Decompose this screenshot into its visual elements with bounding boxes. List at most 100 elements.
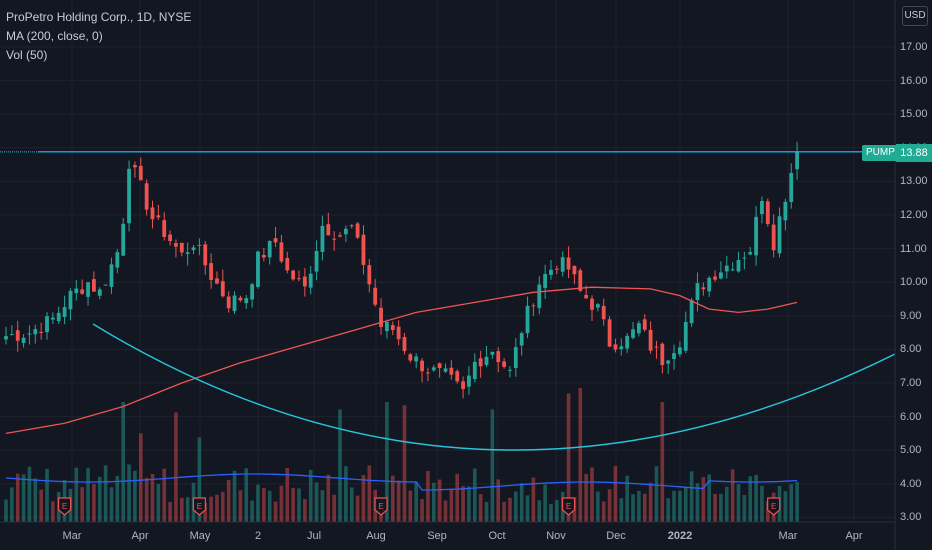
volume-bar — [285, 467, 290, 522]
candle-body — [238, 297, 243, 301]
price-tick-label: 16.00 — [900, 74, 928, 87]
price-tick-label: 17.00 — [900, 41, 928, 53]
volume-bar — [349, 487, 354, 522]
candle-body — [543, 274, 548, 288]
volume-bar — [642, 493, 647, 522]
rounding-bottom-arc — [92, 323, 896, 451]
candle-body — [724, 265, 729, 272]
volume-bar — [297, 488, 301, 522]
candle-body — [220, 281, 225, 297]
price-tick-label: 3.00 — [900, 511, 922, 524]
volume-bar — [742, 495, 747, 522]
candle-body — [496, 351, 501, 363]
candle-body — [215, 278, 219, 284]
price-tick-label: 12.00 — [900, 209, 928, 221]
legend-ma[interactable]: MA (200, close, 0) — [6, 29, 103, 43]
legend-title: ProPetro Holding Corp., 1D, NYSE — [6, 10, 192, 24]
candle-body — [467, 375, 471, 387]
candle-body — [420, 360, 424, 372]
candle-body — [414, 356, 419, 362]
candle-body — [472, 361, 477, 379]
volume-bar — [502, 501, 506, 522]
candle-body — [320, 225, 325, 252]
candle-body — [27, 333, 32, 335]
candle-body — [168, 234, 172, 241]
volume-bar — [689, 471, 694, 522]
candle-body — [308, 273, 313, 288]
volume-bar — [713, 493, 717, 522]
candle-body — [379, 307, 383, 327]
candle-body — [554, 268, 559, 270]
volume-bar — [660, 402, 665, 522]
volume-bar — [215, 494, 219, 522]
candle-body — [103, 284, 108, 286]
candle-body — [86, 282, 90, 297]
time-tick-label: Mar — [62, 530, 82, 542]
volume-bar — [308, 469, 313, 522]
volume-bar — [326, 474, 331, 522]
price-tick-label: 11.00 — [900, 242, 927, 255]
time-tick-label: May — [189, 530, 211, 542]
candle-body — [730, 269, 735, 271]
candle-body — [297, 278, 301, 280]
candle-body — [256, 251, 260, 287]
candle-body — [314, 250, 319, 272]
volume-bar — [496, 479, 501, 522]
volume-bar — [596, 491, 600, 522]
volume-bar — [613, 466, 618, 522]
time-tick-label: Oct — [488, 530, 506, 542]
time-tick-label: Dec — [606, 530, 626, 542]
candle-body — [4, 336, 8, 340]
time-tick-label: Sep — [427, 530, 447, 542]
volume-bar — [625, 475, 629, 522]
candle-body — [9, 334, 14, 336]
candle-body — [326, 224, 331, 236]
candle-body — [654, 346, 659, 348]
candle-body — [754, 216, 758, 256]
candle-body — [174, 243, 178, 247]
volume-bar — [666, 498, 670, 522]
candle-body — [795, 151, 799, 170]
candle-body — [461, 381, 465, 389]
candle-body — [232, 295, 237, 312]
candle-body — [191, 247, 196, 251]
candle-body — [209, 263, 213, 280]
volume-bar — [637, 490, 641, 522]
candle-body — [285, 257, 290, 271]
volume-bar — [795, 482, 799, 522]
candle-body — [625, 335, 630, 349]
candle-body — [396, 326, 401, 340]
volume-bar — [174, 412, 178, 522]
volume-bar — [672, 490, 676, 522]
earnings-marker-label: E — [62, 502, 67, 511]
volume-bar — [426, 470, 430, 522]
candle-body — [291, 270, 296, 280]
volume-bar — [390, 475, 395, 522]
candle-body — [502, 361, 506, 367]
volume-bar — [74, 467, 79, 522]
legend-vol[interactable]: Vol (50) — [6, 48, 48, 62]
candle-body — [426, 372, 430, 374]
earnings-marker — [58, 497, 72, 516]
volume-bar — [51, 501, 55, 522]
volume-bar — [33, 478, 38, 522]
volume-bar — [707, 474, 711, 522]
candle-body — [92, 279, 96, 292]
candle-body — [349, 225, 354, 227]
candle-body — [613, 344, 618, 350]
volume-bar — [86, 468, 90, 522]
price-tick-label: 15.00 — [900, 108, 928, 121]
volume-bar — [566, 393, 571, 522]
volume-bar — [601, 501, 606, 522]
volume-bar — [121, 402, 125, 522]
candle-body — [144, 183, 149, 210]
currency-button[interactable]: USD — [902, 6, 928, 26]
candle-body — [707, 277, 712, 292]
volume-bar — [80, 487, 84, 522]
volume-bar — [543, 484, 547, 522]
volume-bar — [461, 486, 465, 522]
volume-bar — [783, 491, 788, 522]
candle-body — [437, 363, 442, 369]
volume-bar — [760, 485, 764, 522]
